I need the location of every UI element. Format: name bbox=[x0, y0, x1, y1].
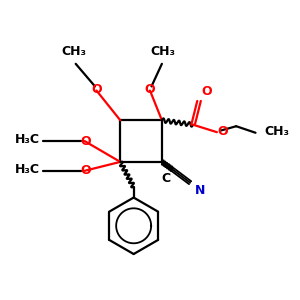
Text: C: C bbox=[162, 172, 171, 185]
Text: H₃C: H₃C bbox=[15, 163, 40, 176]
Text: CH₃: CH₃ bbox=[151, 45, 176, 58]
Text: CH₃: CH₃ bbox=[62, 45, 87, 58]
Text: O: O bbox=[145, 82, 155, 96]
Text: O: O bbox=[80, 164, 91, 177]
Text: O: O bbox=[91, 82, 102, 96]
Text: O: O bbox=[80, 135, 91, 148]
Text: CH₃: CH₃ bbox=[264, 125, 290, 138]
Text: O: O bbox=[218, 125, 228, 138]
Text: H₃C: H₃C bbox=[15, 133, 40, 146]
Text: N: N bbox=[195, 184, 205, 197]
Text: O: O bbox=[201, 85, 212, 98]
